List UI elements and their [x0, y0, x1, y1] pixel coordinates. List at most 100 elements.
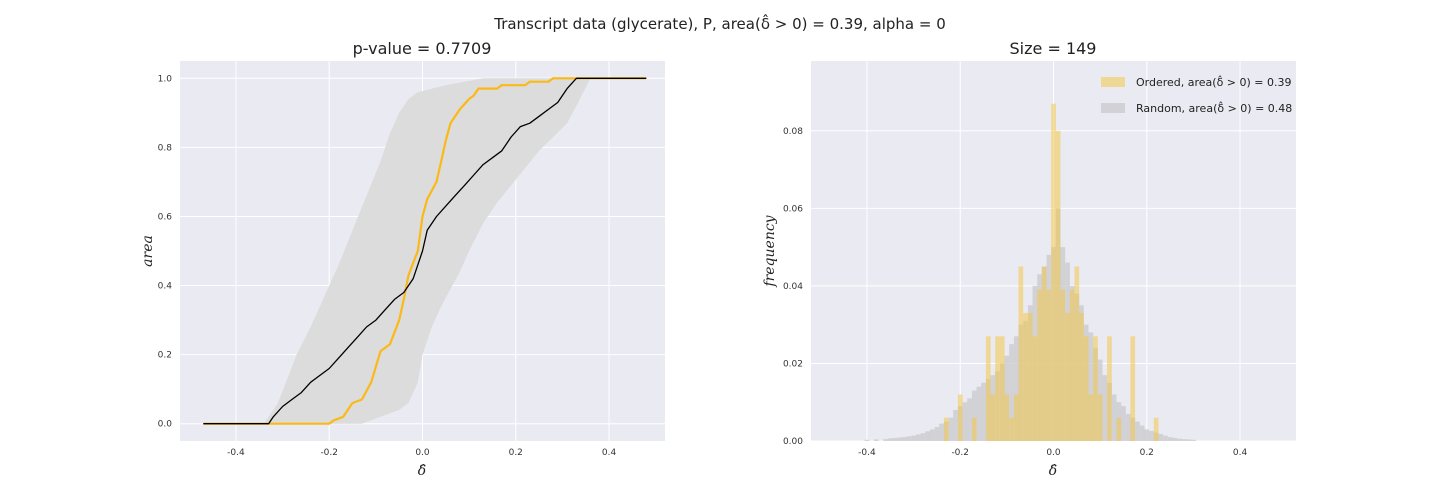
- random-histogram-bar: [929, 429, 935, 441]
- random-histogram-bar: [1149, 430, 1154, 441]
- random-histogram-bar: [897, 437, 902, 441]
- random-histogram-bar: [901, 437, 907, 441]
- random-histogram-bar: [967, 398, 972, 441]
- right-y-tick-label: 0.08: [783, 127, 803, 137]
- random-histogram-bar: [962, 402, 968, 441]
- histogram-legend: Ordered, area(δ̂ > 0) = 0.39 Random, are…: [1101, 75, 1292, 115]
- random-histogram-bar: [1177, 438, 1182, 441]
- ordered-histogram-bar: [999, 336, 1005, 441]
- ordered-histogram-bar: [1107, 336, 1112, 441]
- ordered-cumulative-line: [203, 77, 647, 425]
- legend-swatch-random: [1101, 103, 1125, 113]
- right-x-tick-label: -0.4: [858, 448, 876, 458]
- right-x-tick-labels: -0.4 -0.2 0.0 0.2 0.4: [858, 448, 1247, 458]
- right-x-tick-label: 0.0: [1046, 448, 1061, 458]
- right-y-tick-label: 0.04: [783, 282, 803, 292]
- left-x-tick-label: 0.0: [415, 448, 430, 458]
- ordered-histogram-bar: [1093, 336, 1098, 441]
- left-y-tick-label: 0.8: [158, 143, 173, 153]
- ordered-histogram-bar: [1004, 394, 1010, 441]
- left-y-tick-label: 0.4: [158, 282, 173, 292]
- random-histogram-bar: [1158, 434, 1164, 441]
- random-histogram-bar: [920, 433, 926, 441]
- ordered-histogram-bar: [1055, 130, 1061, 442]
- right-y-axis-label: frequency: [762, 214, 778, 287]
- left-y-tick-labels: 0.0 0.2 0.4 0.6 0.8 1.0: [158, 74, 173, 429]
- ordered-histogram-bar: [1074, 266, 1080, 441]
- random-histogram-bar: [934, 427, 940, 441]
- ordered-histogram-bar: [1065, 313, 1070, 441]
- ordered-histogram-bars: [943, 103, 1159, 442]
- right-y-tick-label: 0.06: [783, 204, 803, 214]
- ordered-histogram-bar: [1027, 313, 1033, 441]
- random-histogram-bar: [892, 437, 898, 441]
- random-histogram-bar: [948, 417, 954, 441]
- histogram-panel: -0.4 -0.2 0.0 0.2 0.4 0.00 0.02 0.04 0.06 0.08 S…: [762, 39, 1296, 479]
- random-histogram-bar: [915, 434, 921, 441]
- left-confidence-band: [203, 78, 647, 424]
- ordered-histogram-bar: [1046, 289, 1052, 441]
- left-x-axis-label: δ̂: [418, 463, 426, 479]
- left-y-tick-label: 0.0: [158, 420, 173, 430]
- random-histogram-bar: [1125, 413, 1131, 441]
- right-y-tick-label: 0.00: [783, 437, 803, 447]
- right-panel-title: Size = 149: [1010, 39, 1097, 58]
- ordered-histogram-bar: [1037, 289, 1042, 441]
- random-histogram-bar: [971, 390, 977, 441]
- ordered-histogram-bar: [1013, 394, 1019, 441]
- random-histogram-bar: [1163, 435, 1168, 441]
- right-x-tick-label: -0.2: [951, 448, 969, 458]
- ordered-histogram-bar: [1051, 103, 1056, 441]
- ordered-histogram-bar: [1069, 289, 1075, 441]
- ordered-histogram-bar: [1097, 394, 1103, 441]
- left-y-tick-label: 0.2: [158, 351, 172, 361]
- legend-label-ordered: Ordered, area(δ̂ > 0) = 0.39: [1136, 75, 1292, 89]
- ordered-histogram-bar: [971, 417, 977, 441]
- random-histogram-bar: [1186, 439, 1192, 441]
- ordered-histogram-bar: [1088, 394, 1094, 441]
- random-cumulative-line: [203, 77, 647, 425]
- left-x-tick-label: -0.2: [320, 448, 338, 458]
- left-y-axis-label: area: [140, 235, 156, 267]
- left-series-lines: [203, 77, 647, 425]
- right-x-tick-label: 0.4: [1233, 448, 1248, 458]
- right-y-tick-labels: 0.00 0.02 0.04 0.06 0.08: [783, 127, 803, 447]
- left-x-tick-label: -0.4: [227, 448, 245, 458]
- right-x-axis-label: δ̂: [1049, 463, 1057, 479]
- random-histogram-bar: [911, 435, 916, 441]
- random-histogram-bar: [925, 431, 930, 441]
- random-histogram-bar: [1013, 336, 1019, 441]
- random-histogram-bar: [1144, 429, 1150, 441]
- right-y-tick-label: 0.02: [783, 359, 803, 369]
- random-histogram-bar: [1139, 425, 1145, 441]
- ordered-histogram-bar: [1041, 266, 1047, 441]
- random-histogram-bar: [976, 386, 982, 441]
- random-histogram-bar: [874, 439, 879, 441]
- legend-swatch-ordered: [1101, 77, 1125, 87]
- ordered-histogram-bar: [943, 417, 949, 441]
- random-histogram-bar: [1088, 332, 1094, 441]
- random-histogram-bar: [906, 436, 912, 441]
- random-histogram-bar: [1191, 439, 1196, 441]
- random-histogram-bar: [883, 439, 888, 441]
- ordered-histogram-bar: [1153, 417, 1159, 441]
- random-histogram-bar: [981, 382, 986, 441]
- left-y-tick-label: 1.0: [158, 74, 173, 84]
- right-x-tick-label: 0.2: [1140, 448, 1154, 458]
- left-x-tick-labels: -0.4 -0.2 0.0 0.2 0.4: [227, 448, 616, 458]
- ordered-histogram-bar: [995, 336, 1000, 441]
- random-histogram-bar: [1135, 421, 1140, 441]
- ordered-histogram-bar: [1060, 289, 1066, 441]
- random-histogram-bar: [1121, 406, 1126, 441]
- random-histogram-bar: [1102, 375, 1108, 441]
- ordered-histogram-bar: [1018, 266, 1024, 441]
- ordered-histogram-bar: [1130, 336, 1136, 441]
- left-y-tick-label: 0.6: [158, 212, 173, 222]
- ordered-histogram-bar: [985, 336, 991, 441]
- ordered-histogram-bar: [1079, 313, 1084, 441]
- figure-suptitle: Transcript data (glycerate), P, area(δ̂ …: [493, 13, 946, 33]
- random-histogram-bar: [864, 439, 870, 441]
- left-panel-title: p-value = 0.7709: [353, 39, 492, 58]
- ordered-histogram-bar: [1032, 336, 1038, 441]
